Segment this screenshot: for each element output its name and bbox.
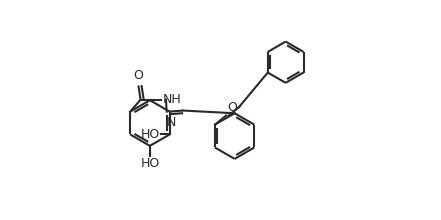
Text: NH: NH — [163, 93, 182, 106]
Text: HO: HO — [141, 128, 160, 141]
Text: O: O — [227, 101, 237, 114]
Text: N: N — [167, 116, 176, 128]
Text: HO: HO — [140, 157, 160, 170]
Text: O: O — [134, 69, 143, 82]
